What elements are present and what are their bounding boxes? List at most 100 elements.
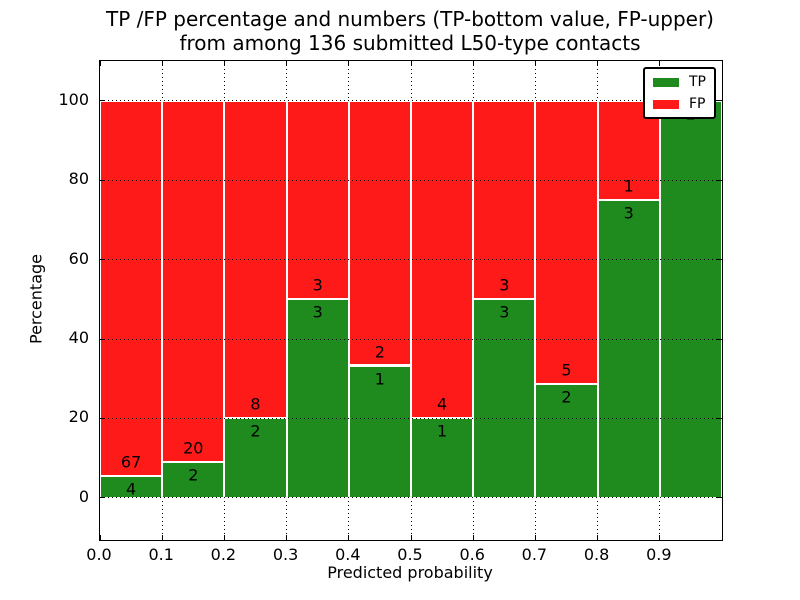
- y-tick-left: [100, 259, 105, 261]
- bar-count-fp: 1: [623, 176, 634, 196]
- bar-count-fp: 67: [120, 452, 142, 472]
- x-tick-bottom: [99, 535, 101, 540]
- x-tick-label: 0.2: [210, 545, 237, 564]
- chart-title-line1: TP /FP percentage and numbers (TP-bottom…: [106, 7, 714, 31]
- bar-segment-fp: [162, 100, 225, 462]
- y-tick-right: [717, 417, 722, 419]
- y-tick-right: [717, 179, 722, 181]
- bar-segment-fp: [535, 100, 598, 385]
- bar-count-tp: 2: [188, 465, 199, 485]
- x-tick-label: 0.1: [148, 545, 174, 564]
- y-tick-label: 20: [68, 407, 89, 427]
- bar-count-tp: 3: [312, 302, 323, 322]
- bar-count-fp: 5: [561, 360, 572, 380]
- y-tick-right: [717, 338, 722, 340]
- x-tick-top: [659, 61, 661, 66]
- bar-segment-tp: [597, 200, 660, 498]
- y-tick-label: 60: [68, 248, 89, 268]
- chart-title-line2: from among 136 submitted L50-type contac…: [179, 31, 641, 55]
- y-tick-right: [717, 259, 722, 261]
- grid-line-horizontal: [100, 259, 722, 261]
- bar-count-fp: 2: [374, 342, 385, 361]
- x-tick-label: 0.7: [521, 545, 548, 564]
- bar-segment-tp: [286, 299, 349, 498]
- bar-segment-tp: [162, 461, 225, 498]
- bar-count-tp: 1: [437, 421, 448, 441]
- x-tick-bottom: [472, 535, 474, 540]
- grid-line-horizontal: [100, 338, 722, 340]
- x-tick-label: 0.8: [583, 545, 610, 564]
- legend: TP FP: [643, 67, 716, 119]
- bar-segment-tp: [224, 418, 287, 498]
- x-tick-bottom: [286, 535, 288, 540]
- x-tick-top: [410, 61, 412, 66]
- x-tick-label: 0.3: [272, 545, 299, 564]
- y-tick-left: [100, 417, 105, 419]
- bar-count-tp: 3: [499, 302, 510, 322]
- bar-count-tp: 3: [623, 203, 634, 223]
- y-tick-right: [717, 100, 722, 102]
- bar-segment-tp: [411, 418, 474, 498]
- x-tick-top: [161, 61, 163, 66]
- x-tick-bottom: [597, 535, 599, 540]
- legend-swatch-tp: [653, 77, 679, 87]
- x-tick-top: [348, 61, 350, 66]
- x-tick-bottom: [410, 535, 412, 540]
- bar-segment-fp: [348, 100, 411, 366]
- y-tick-right: [717, 497, 722, 499]
- bar-count-fp: 4: [437, 394, 448, 414]
- bar-count-tp: 2: [561, 387, 572, 407]
- bar-segment-tp: [100, 475, 163, 498]
- y-tick-left: [100, 338, 105, 340]
- y-tick-label: 100: [58, 89, 89, 109]
- x-tick-top: [597, 61, 599, 66]
- x-tick-label: 0.0: [86, 545, 112, 564]
- x-tick-top: [286, 61, 288, 66]
- bar-segment-fp: [100, 100, 163, 476]
- y-tick-label: 80: [68, 169, 89, 189]
- legend-item-fp: FP: [653, 97, 706, 111]
- bar-segment-tp: [535, 384, 598, 498]
- x-tick-label: 0.5: [397, 545, 423, 564]
- legend-swatch-fp: [653, 99, 679, 109]
- bar-count-fp: 3: [312, 275, 323, 295]
- plot-area: 467220283312143325312 TP FP: [99, 60, 723, 541]
- bar-count-tp: 4: [126, 479, 137, 499]
- grid-line-horizontal: [100, 417, 722, 419]
- bar-segment-fp: [286, 100, 349, 300]
- bar-count-tp: 1: [374, 369, 385, 388]
- y-tick-label: 0: [78, 486, 89, 506]
- y-tick-left: [100, 179, 105, 181]
- x-tick-label: 0.9: [646, 545, 672, 564]
- grid-line-horizontal: [100, 497, 722, 499]
- x-tick-top: [99, 61, 101, 66]
- x-tick-bottom: [534, 535, 536, 540]
- legend-label-fp: FP: [689, 96, 706, 112]
- bar-count-fp: 20: [183, 438, 204, 458]
- bar-segment-tp: [659, 100, 722, 498]
- x-tick-top: [472, 61, 474, 66]
- chart-title: TP /FP percentage and numbers (TP-bottom…: [99, 7, 721, 55]
- x-tick-bottom: [161, 535, 163, 540]
- y-tick-left: [100, 497, 105, 499]
- x-tick-top: [223, 61, 225, 66]
- x-tick-label: 0.4: [335, 545, 361, 564]
- bar-count-tp: 2: [250, 421, 261, 441]
- grid-line-horizontal: [100, 100, 722, 102]
- y-tick-label: 40: [68, 328, 89, 348]
- bar-segment-fp: [473, 100, 536, 300]
- x-tick-bottom: [348, 535, 350, 540]
- legend-item-tp: TP: [653, 75, 706, 89]
- bar-segment-tp: [473, 299, 536, 498]
- legend-label-tp: TP: [689, 74, 706, 90]
- y-tick-left: [100, 100, 105, 102]
- x-tick-top: [534, 61, 536, 66]
- x-tick-bottom: [223, 535, 225, 540]
- x-axis-label: Predicted probability: [327, 563, 493, 582]
- bar-segment-tp: [348, 365, 411, 498]
- bar-count-fp: 8: [250, 394, 261, 414]
- x-tick-label: 0.6: [459, 545, 485, 564]
- grid-line-horizontal: [100, 179, 722, 181]
- bar-count-fp: 3: [499, 275, 510, 295]
